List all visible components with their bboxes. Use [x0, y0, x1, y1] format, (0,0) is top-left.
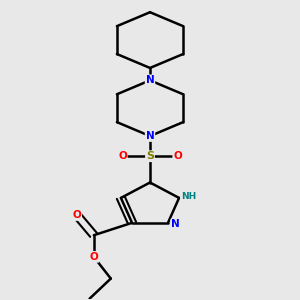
Text: S: S	[146, 151, 154, 161]
Text: N: N	[146, 131, 154, 141]
Text: O: O	[118, 151, 127, 161]
Text: NH: NH	[181, 192, 196, 201]
Text: O: O	[73, 210, 81, 220]
Text: N: N	[146, 75, 154, 85]
Text: O: O	[89, 252, 98, 262]
Text: N: N	[171, 219, 180, 230]
Text: O: O	[173, 151, 182, 161]
